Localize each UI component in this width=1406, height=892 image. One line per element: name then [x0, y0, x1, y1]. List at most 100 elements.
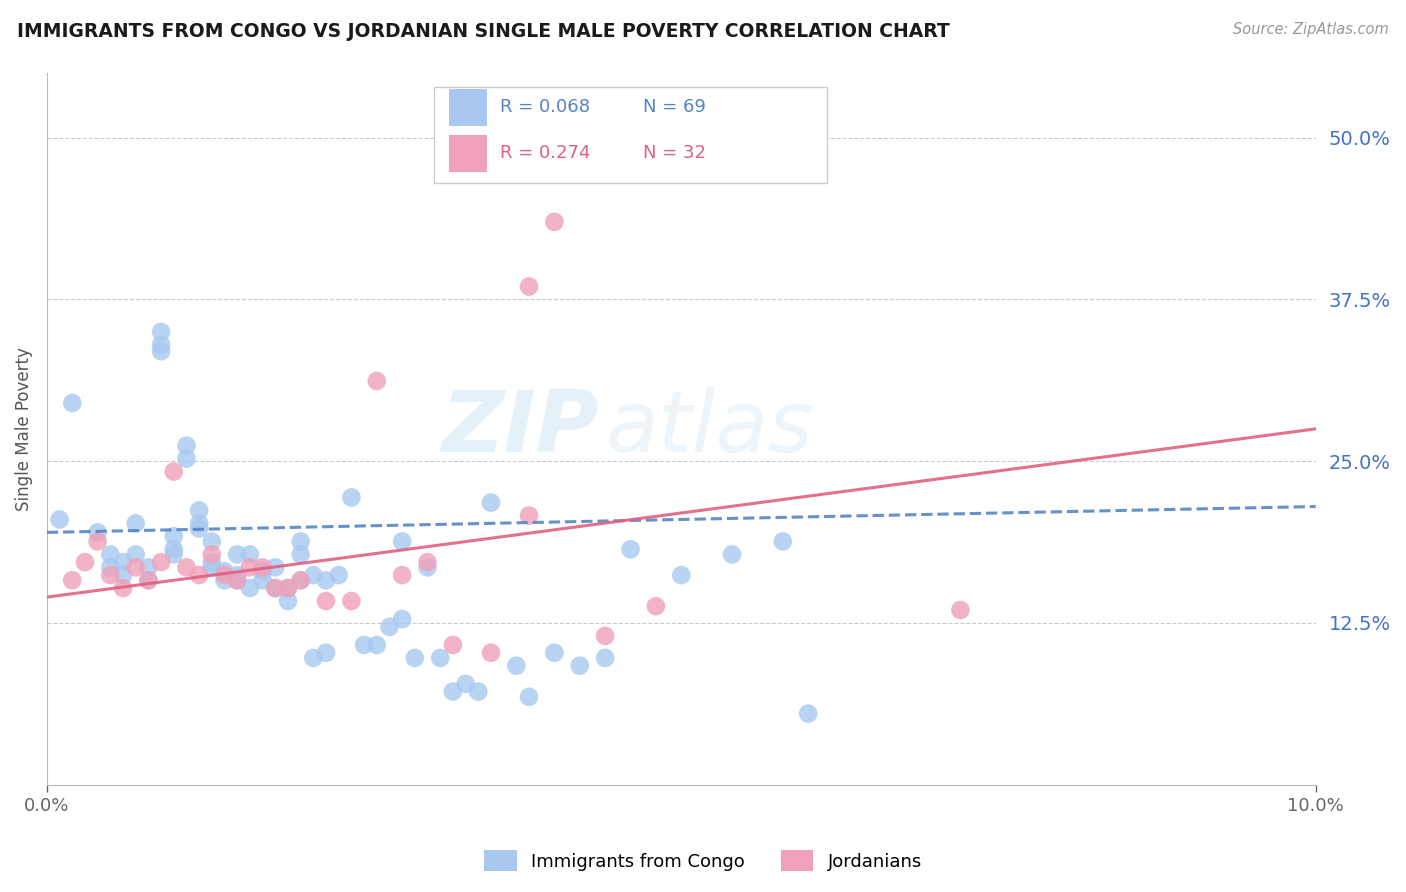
- Point: [290, 534, 312, 549]
- Point: [416, 555, 439, 569]
- Text: R = 0.274: R = 0.274: [501, 145, 591, 162]
- Point: [441, 684, 464, 698]
- Point: [429, 651, 451, 665]
- Point: [239, 548, 262, 562]
- Point: [454, 677, 477, 691]
- Point: [517, 279, 540, 293]
- Point: [86, 534, 108, 549]
- Point: [98, 548, 121, 562]
- Point: [277, 594, 299, 608]
- Point: [671, 568, 693, 582]
- Point: [226, 574, 249, 588]
- Point: [441, 638, 464, 652]
- Point: [264, 581, 287, 595]
- Point: [60, 396, 83, 410]
- Point: [226, 574, 249, 588]
- Point: [391, 612, 413, 626]
- Point: [150, 555, 173, 569]
- Point: [150, 337, 173, 351]
- Point: [163, 548, 186, 562]
- Point: [479, 646, 502, 660]
- Point: [302, 568, 325, 582]
- Point: [111, 568, 134, 582]
- Point: [48, 512, 70, 526]
- Point: [226, 548, 249, 562]
- Point: [391, 534, 413, 549]
- Point: [138, 574, 160, 588]
- Point: [391, 568, 413, 582]
- Point: [277, 581, 299, 595]
- Point: [315, 594, 337, 608]
- Point: [517, 508, 540, 523]
- FancyBboxPatch shape: [449, 135, 486, 172]
- Point: [593, 651, 616, 665]
- Point: [111, 555, 134, 569]
- Point: [290, 548, 312, 562]
- Point: [111, 581, 134, 595]
- Point: [98, 568, 121, 582]
- Point: [201, 560, 224, 574]
- Point: [568, 658, 591, 673]
- Point: [188, 522, 211, 536]
- Point: [150, 344, 173, 359]
- Point: [797, 706, 820, 721]
- Point: [188, 568, 211, 582]
- Point: [214, 564, 236, 578]
- FancyBboxPatch shape: [434, 87, 827, 183]
- Point: [378, 620, 401, 634]
- Point: [176, 439, 198, 453]
- Point: [543, 215, 565, 229]
- Point: [98, 560, 121, 574]
- Point: [163, 529, 186, 543]
- Point: [467, 684, 489, 698]
- Point: [125, 560, 148, 574]
- Point: [163, 542, 186, 557]
- Point: [366, 374, 388, 388]
- Text: ZIP: ZIP: [441, 387, 599, 470]
- Point: [353, 638, 375, 652]
- Point: [645, 599, 668, 614]
- Point: [60, 574, 83, 588]
- Point: [214, 574, 236, 588]
- Point: [543, 646, 565, 660]
- Point: [201, 548, 224, 562]
- Point: [302, 651, 325, 665]
- Point: [150, 325, 173, 339]
- Point: [479, 495, 502, 509]
- Point: [252, 574, 274, 588]
- Point: [176, 451, 198, 466]
- Point: [138, 560, 160, 574]
- Point: [188, 516, 211, 531]
- Point: [277, 581, 299, 595]
- Point: [340, 594, 363, 608]
- Point: [201, 555, 224, 569]
- Text: N = 69: N = 69: [643, 98, 706, 116]
- Point: [239, 560, 262, 574]
- Point: [721, 548, 744, 562]
- Point: [772, 534, 794, 549]
- Point: [188, 503, 211, 517]
- Point: [264, 581, 287, 595]
- Point: [315, 574, 337, 588]
- Point: [138, 574, 160, 588]
- Text: atlas: atlas: [605, 387, 813, 470]
- FancyBboxPatch shape: [449, 88, 486, 126]
- Point: [252, 564, 274, 578]
- Y-axis label: Single Male Poverty: Single Male Poverty: [15, 347, 32, 511]
- Point: [201, 534, 224, 549]
- Point: [264, 560, 287, 574]
- Text: IMMIGRANTS FROM CONGO VS JORDANIAN SINGLE MALE POVERTY CORRELATION CHART: IMMIGRANTS FROM CONGO VS JORDANIAN SINGL…: [17, 22, 949, 41]
- Point: [366, 638, 388, 652]
- Point: [315, 646, 337, 660]
- Point: [517, 690, 540, 704]
- Point: [252, 560, 274, 574]
- Text: R = 0.068: R = 0.068: [501, 98, 591, 116]
- Text: N = 32: N = 32: [643, 145, 706, 162]
- Point: [125, 516, 148, 531]
- Point: [86, 525, 108, 540]
- Point: [328, 568, 350, 582]
- Point: [404, 651, 426, 665]
- Point: [125, 548, 148, 562]
- Text: Source: ZipAtlas.com: Source: ZipAtlas.com: [1233, 22, 1389, 37]
- Point: [619, 542, 641, 557]
